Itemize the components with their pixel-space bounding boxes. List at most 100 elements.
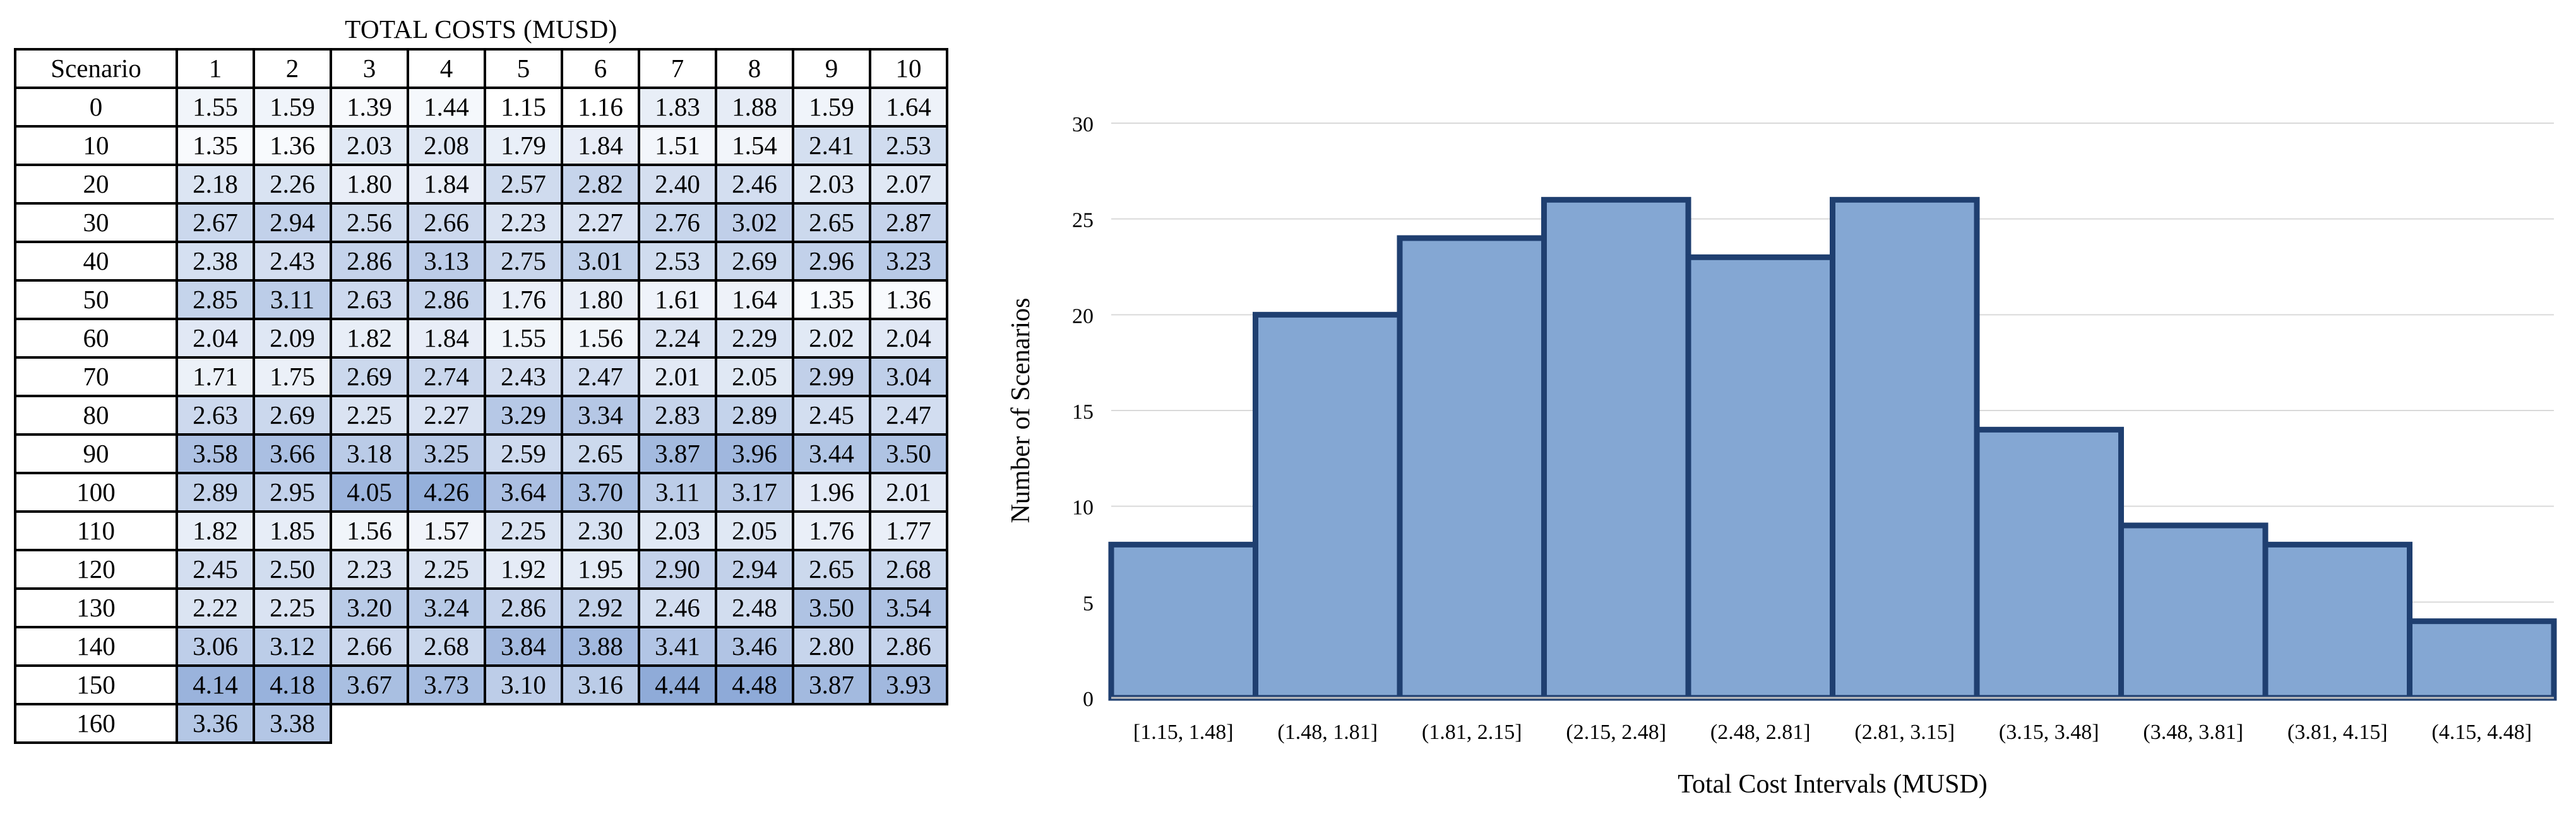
empty-cell (639, 704, 716, 743)
cost-cell: 1.92 (484, 549, 563, 590)
cost-cell: 3.16 (561, 664, 640, 705)
cost-cell: 2.25 (330, 395, 409, 436)
cost-cell: 2.43 (253, 241, 332, 282)
cost-cell: 2.48 (715, 587, 794, 628)
cost-cell: 1.77 (869, 510, 948, 551)
cost-cell: 2.53 (638, 241, 717, 282)
cost-cell: 3.25 (407, 433, 486, 474)
cost-cell: 2.74 (407, 356, 486, 397)
column-header: 3 (330, 48, 409, 89)
x-tick-label: [1.15, 1.48] (1133, 721, 1234, 744)
cost-cell: 2.92 (561, 587, 640, 628)
cost-cell: 1.44 (407, 87, 486, 128)
scenario-label: 10 (14, 125, 178, 166)
cost-cell: 2.66 (330, 626, 409, 667)
cost-cell: 3.44 (792, 433, 871, 474)
cost-cell: 1.59 (792, 87, 871, 128)
cost-cell: 1.95 (561, 549, 640, 590)
cost-cell: 2.99 (792, 356, 871, 397)
y-tick-label: 20 (1072, 304, 1094, 328)
empty-cell (562, 704, 639, 743)
cost-cell: 2.43 (484, 356, 563, 397)
cost-cell: 2.05 (715, 356, 794, 397)
scenario-label: 30 (14, 202, 178, 243)
cost-cell: 2.25 (484, 510, 563, 551)
cost-cell: 1.76 (484, 279, 563, 320)
cost-cell: 3.70 (561, 472, 640, 513)
y-tick-label: 30 (1072, 113, 1094, 136)
table-title: TOTAL COSTS (MUSD) (345, 15, 617, 44)
cost-cell: 3.17 (715, 472, 794, 513)
cost-cell: 3.11 (253, 279, 332, 320)
empty-cell (408, 704, 485, 743)
cost-cell: 3.41 (638, 626, 717, 667)
cost-cell: 3.93 (869, 664, 948, 705)
y-tick-label: 5 (1083, 592, 1094, 615)
scenario-label: 40 (14, 241, 178, 282)
cost-cell: 3.34 (561, 395, 640, 436)
cost-cell: 3.20 (330, 587, 409, 628)
cost-cell: 1.59 (253, 87, 332, 128)
cost-cell: 2.63 (176, 395, 255, 436)
column-header: 10 (869, 48, 948, 89)
table-row: 30 2.67 2.94 2.56 2.66 2.23 2.27 2.76 3.02 2.65 2.… (14, 202, 948, 243)
histogram-bar (1685, 254, 1835, 701)
cost-cell: 2.26 (253, 164, 332, 205)
empty-cell (870, 704, 947, 743)
cost-cell: 2.83 (638, 395, 717, 436)
x-tick-label: (4.15, 4.48] (2431, 721, 2532, 744)
scenario-label: 0 (14, 87, 178, 128)
cost-cell: 2.96 (792, 241, 871, 282)
x-tick-label: (3.48, 3.81] (2143, 721, 2243, 744)
total-costs-table: Scenario 1 2 3 4 5 6 7 8 9 10 0 1.55 1.59 1.39 1.44 1.… (14, 48, 948, 744)
table-row: 160 3.36 3.38 (14, 703, 947, 744)
table-row: 20 2.18 2.26 1.80 1.84 2.57 2.82 2.40 2.46 2.03 2.… (14, 164, 948, 205)
cost-cell: 1.54 (715, 125, 794, 166)
cost-cell: 2.01 (869, 472, 948, 513)
cost-cell: 2.03 (330, 125, 409, 166)
cost-cell: 2.30 (561, 510, 640, 551)
cost-cell: 3.88 (561, 626, 640, 667)
column-header: 7 (638, 48, 717, 89)
cost-cell: 2.47 (869, 395, 948, 436)
cost-cell: 2.53 (869, 125, 948, 166)
cost-cell: 1.16 (561, 87, 640, 128)
cost-cell: 1.84 (561, 125, 640, 166)
cost-cell: 3.54 (869, 587, 948, 628)
cost-cell: 2.23 (330, 549, 409, 590)
cost-cell: 2.03 (792, 164, 871, 205)
cost-cell: 2.86 (330, 241, 409, 282)
x-tick-label: (2.81, 3.15] (1854, 721, 1955, 744)
cost-cell: 3.84 (484, 626, 563, 667)
table-body: 0 1.55 1.59 1.39 1.44 1.15 1.16 1.83 1.88 1.59 1.6… (14, 87, 948, 744)
x-tick-label: (2.15, 2.48] (1566, 721, 1666, 744)
cost-cell: 2.65 (792, 202, 871, 243)
scenario-label: 80 (14, 395, 178, 436)
scenario-label: 60 (14, 318, 178, 359)
cost-cell: 2.45 (792, 395, 871, 436)
x-axis-title: Total Cost Intervals (MUSD) (1678, 770, 1988, 799)
histogram-bar (1830, 196, 1980, 701)
cost-cell: 2.59 (484, 433, 563, 474)
cost-cell: 2.90 (638, 549, 717, 590)
histogram-bar (2118, 522, 2269, 701)
cost-cell: 3.38 (253, 703, 332, 744)
cost-cell: 2.50 (253, 549, 332, 590)
scenario-label: 150 (14, 664, 178, 705)
cost-cell: 1.82 (330, 318, 409, 359)
column-header: 6 (561, 48, 640, 89)
table-row: 50 2.85 3.11 2.63 2.86 1.76 1.80 1.61 1.64 1.35 1.… (14, 279, 948, 320)
cost-cell: 2.68 (407, 626, 486, 667)
scenario-label: 20 (14, 164, 178, 205)
cost-cell: 3.50 (792, 587, 871, 628)
cost-cell: 1.56 (561, 318, 640, 359)
cost-cell: 1.80 (330, 164, 409, 205)
table-header-row: Scenario 1 2 3 4 5 6 7 8 9 10 (14, 48, 948, 89)
cost-cell: 2.22 (176, 587, 255, 628)
cost-cell: 1.35 (176, 125, 255, 166)
y-axis-title: Number of Scenarios (1006, 298, 1035, 524)
scenario-label: 120 (14, 549, 178, 590)
chart-bars (1108, 196, 2557, 701)
table-row: 0 1.55 1.59 1.39 1.44 1.15 1.16 1.83 1.88 1.59 1.6… (14, 87, 948, 128)
cost-cell: 2.86 (484, 587, 563, 628)
